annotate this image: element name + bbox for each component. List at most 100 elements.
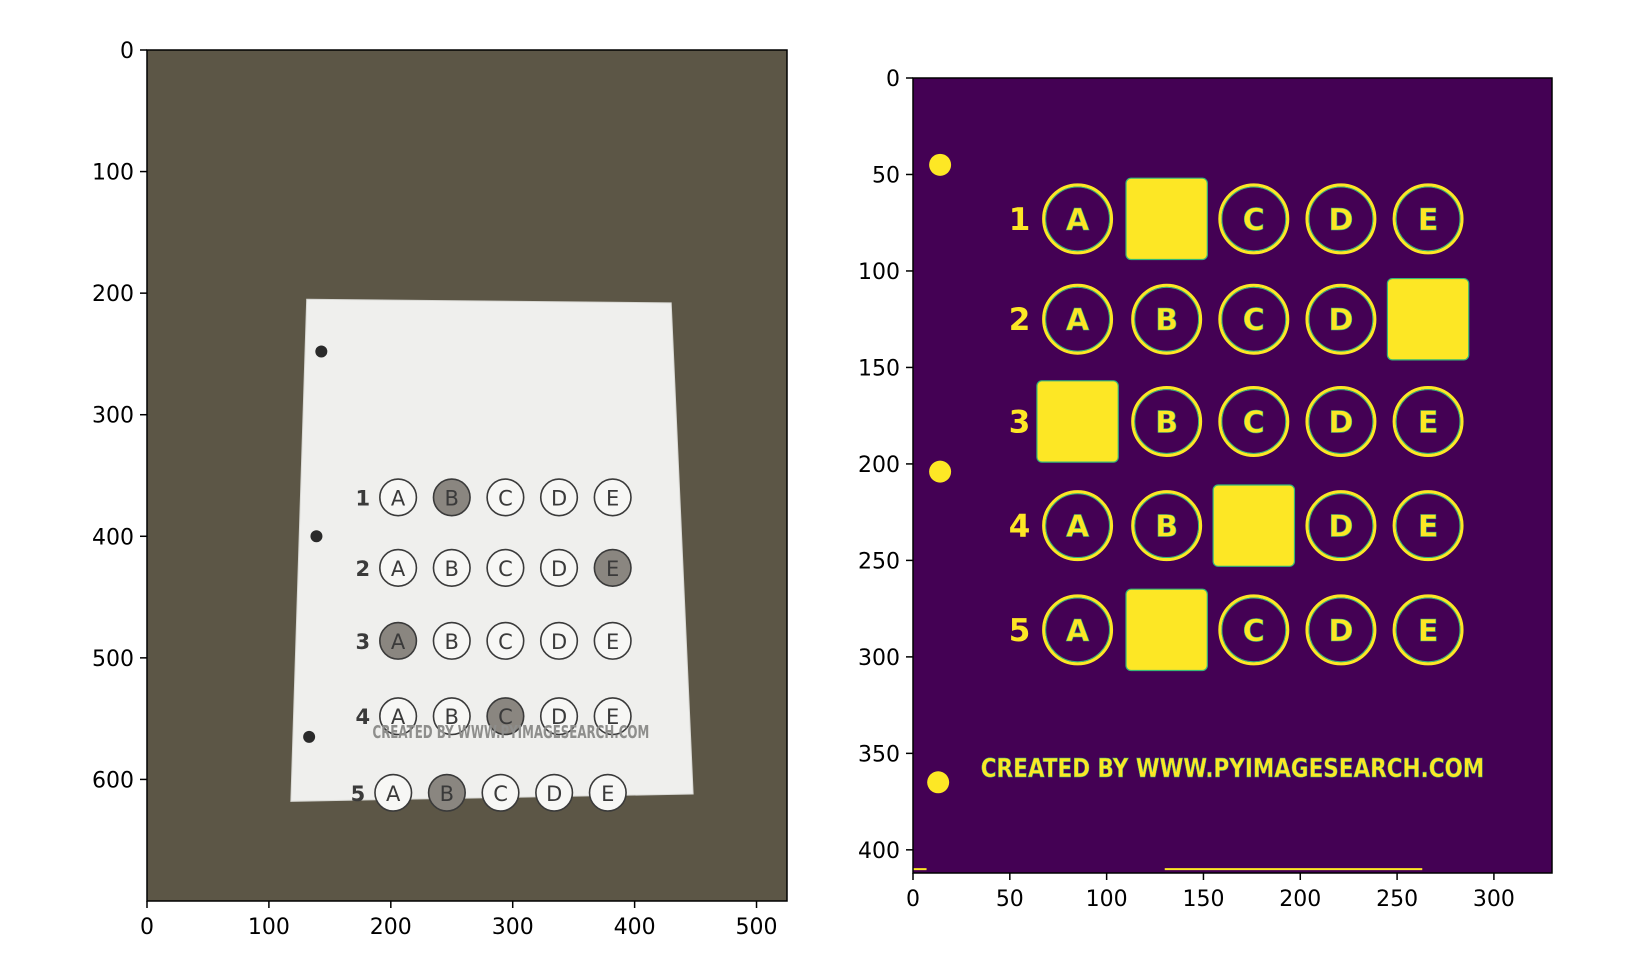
answer-bubble-edge — [1134, 286, 1200, 352]
answer-bubble-edge — [1221, 286, 1287, 352]
right-ytick-label: 100 — [858, 260, 900, 285]
left-ytick-label: 500 — [92, 647, 134, 672]
right-ytick-label: 150 — [858, 356, 900, 381]
bubble-letter: A — [391, 486, 406, 510]
left-axes-frame — [146, 49, 788, 902]
answer-bubble — [1131, 283, 1203, 355]
answer-bubble-edge — [1221, 389, 1287, 454]
answer-bubble — [1305, 594, 1377, 666]
registration-dot — [929, 460, 952, 483]
answer-bubble — [379, 621, 418, 660]
bubble-letter: B — [445, 486, 459, 510]
footer-text: CREATED BY WWW.PYIMAGESEARCH.COM — [373, 722, 650, 743]
registration-dot — [929, 153, 952, 176]
answer-bubble — [593, 697, 632, 736]
left-xtick-label: 200 — [370, 915, 412, 940]
answer-bubble — [1131, 385, 1203, 457]
answer-bubble — [379, 478, 418, 517]
bubble-letter: B — [1155, 510, 1178, 545]
bubble-letter: B — [440, 782, 454, 806]
left-xtick-label: 100 — [248, 915, 290, 940]
right-threshold-background — [913, 78, 1552, 873]
bubble-letter: D — [551, 630, 567, 654]
answer-bubble — [593, 621, 632, 660]
bubble-letter: B — [1155, 303, 1178, 338]
row-number: 3 — [355, 630, 370, 654]
row-number: 5 — [1009, 613, 1031, 649]
answer-bubble — [432, 697, 471, 736]
left-xtick-label: 400 — [614, 915, 656, 940]
left-ytick-label: 100 — [92, 161, 134, 186]
answer-bubble-edge — [1395, 186, 1461, 252]
row-number: 3 — [1009, 404, 1031, 440]
answer-bubble — [535, 773, 574, 812]
row-number: 1 — [355, 486, 370, 510]
right-xtick-label: 300 — [1473, 887, 1515, 912]
left-ytick-label: 300 — [92, 404, 134, 429]
bubble-letter: C — [1243, 203, 1265, 238]
answer-bubble — [1392, 183, 1464, 255]
right-ytick-label: 250 — [858, 549, 900, 574]
registration-dot — [303, 730, 316, 743]
registration-dot — [315, 345, 328, 358]
right-ytick-label: 350 — [858, 742, 900, 767]
bubble-letter: C — [1243, 614, 1265, 649]
bubble-letter: A — [1066, 203, 1090, 238]
answer-bubble — [374, 773, 413, 812]
bubble-letter: E — [1418, 510, 1439, 545]
footer-text: CREATED BY WWW.PYIMAGESEARCH.COM — [981, 754, 1484, 784]
right-axes: 0 50 100 150 200 250 300 0 50 100 150 200 250 300 350 4… — [858, 67, 1553, 912]
bubble-letter: E — [606, 557, 619, 581]
bubble-letter: B — [445, 630, 459, 654]
bubble-letter: D — [1328, 303, 1353, 338]
paper-sheet — [290, 298, 694, 802]
answer-bubble-edge — [1308, 597, 1374, 663]
bubble-letter: A — [1066, 510, 1090, 545]
bubble-letter: C — [498, 486, 513, 510]
right-axes-frame — [912, 77, 1553, 874]
answer-bubble — [1218, 385, 1290, 457]
answer-bubble — [1392, 490, 1464, 562]
bubble-letter: C — [498, 705, 513, 729]
row-number: 2 — [1009, 302, 1031, 338]
answer-bubble-edge — [1134, 389, 1200, 454]
right-xtick-label: 100 — [1086, 887, 1128, 912]
right-ytick-label: 200 — [858, 453, 900, 478]
right-xtick-label: 200 — [1279, 887, 1321, 912]
filled-bubble — [1212, 484, 1296, 567]
answer-bubble — [593, 548, 632, 587]
answer-bubble — [432, 621, 471, 660]
bubble-letter: D — [551, 705, 567, 729]
answer-bubble — [486, 697, 525, 736]
bubble-letter: A — [1066, 303, 1090, 338]
bubble-letter: D — [546, 782, 562, 806]
answer-bubble-edge — [1308, 186, 1374, 252]
row-number: 2 — [355, 557, 370, 581]
bubble-letter: D — [551, 486, 567, 510]
left-xtick-label: 300 — [492, 915, 534, 940]
answer-bubble — [486, 621, 525, 660]
bubble-letter: A — [391, 557, 406, 581]
bubble-letter: B — [1155, 405, 1178, 440]
answer-bubble-edge — [1308, 493, 1374, 559]
bubble-letter: D — [551, 557, 567, 581]
answer-bubble — [1218, 283, 1290, 355]
bubble-letter: E — [1418, 405, 1439, 440]
answer-bubble — [539, 621, 579, 660]
bubble-letter: D — [1328, 510, 1353, 545]
left-xtick-label: 0 — [140, 915, 154, 940]
answer-bubble-edge — [1045, 597, 1110, 663]
bubble-letter: A — [391, 630, 406, 654]
row-number: 1 — [1009, 202, 1031, 238]
row-number: 4 — [355, 705, 370, 729]
filled-bubble — [1125, 588, 1208, 672]
left-ytick-label: 600 — [92, 768, 134, 793]
answer-bubble — [1305, 385, 1377, 457]
bubble-letter: A — [391, 705, 406, 729]
answer-bubble — [539, 478, 579, 517]
bubble-letter: B — [445, 705, 459, 729]
